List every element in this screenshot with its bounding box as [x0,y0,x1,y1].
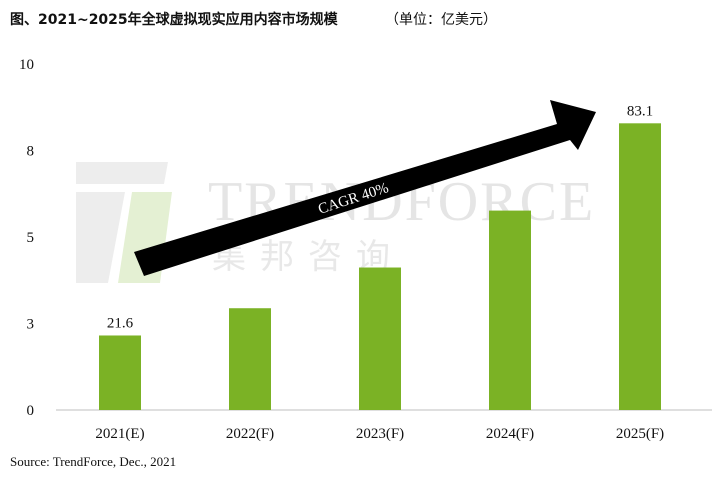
y-tick-label: 3 [27,317,35,333]
chart-unit: （单位：亿美元） [385,12,497,28]
x-tick-label: 2021(E) [95,426,144,442]
x-tick-label: 2024(F) [486,426,534,442]
chart-title: 图、2021~2025年全球虚拟现实应用内容市场规模 [10,11,339,28]
bar [99,335,141,410]
data-labels: 21.6 83.1 [107,103,653,331]
x-tick-label: 2023(F) [356,426,404,442]
bar [229,308,271,410]
y-tick-label: 10 [19,57,34,73]
bar [359,267,401,410]
y-axis: 0 3 5 8 10 [19,57,34,419]
y-tick-label: 5 [27,230,35,246]
data-label: 21.6 [107,315,134,331]
source-note: Source: TrendForce, Dec., 2021 [10,454,176,469]
y-tick-label: 0 [27,403,35,419]
y-tick-label: 8 [27,144,35,160]
x-tick-label: 2022(F) [226,426,274,442]
bar [489,210,531,410]
bar-series [99,123,661,411]
data-label: 83.1 [627,103,653,119]
bar [619,123,661,411]
x-tick-label: 2025(F) [616,426,664,442]
x-axis: 2021(E) 2022(F) 2023(F) 2024(F) 2025(F) [95,426,664,442]
